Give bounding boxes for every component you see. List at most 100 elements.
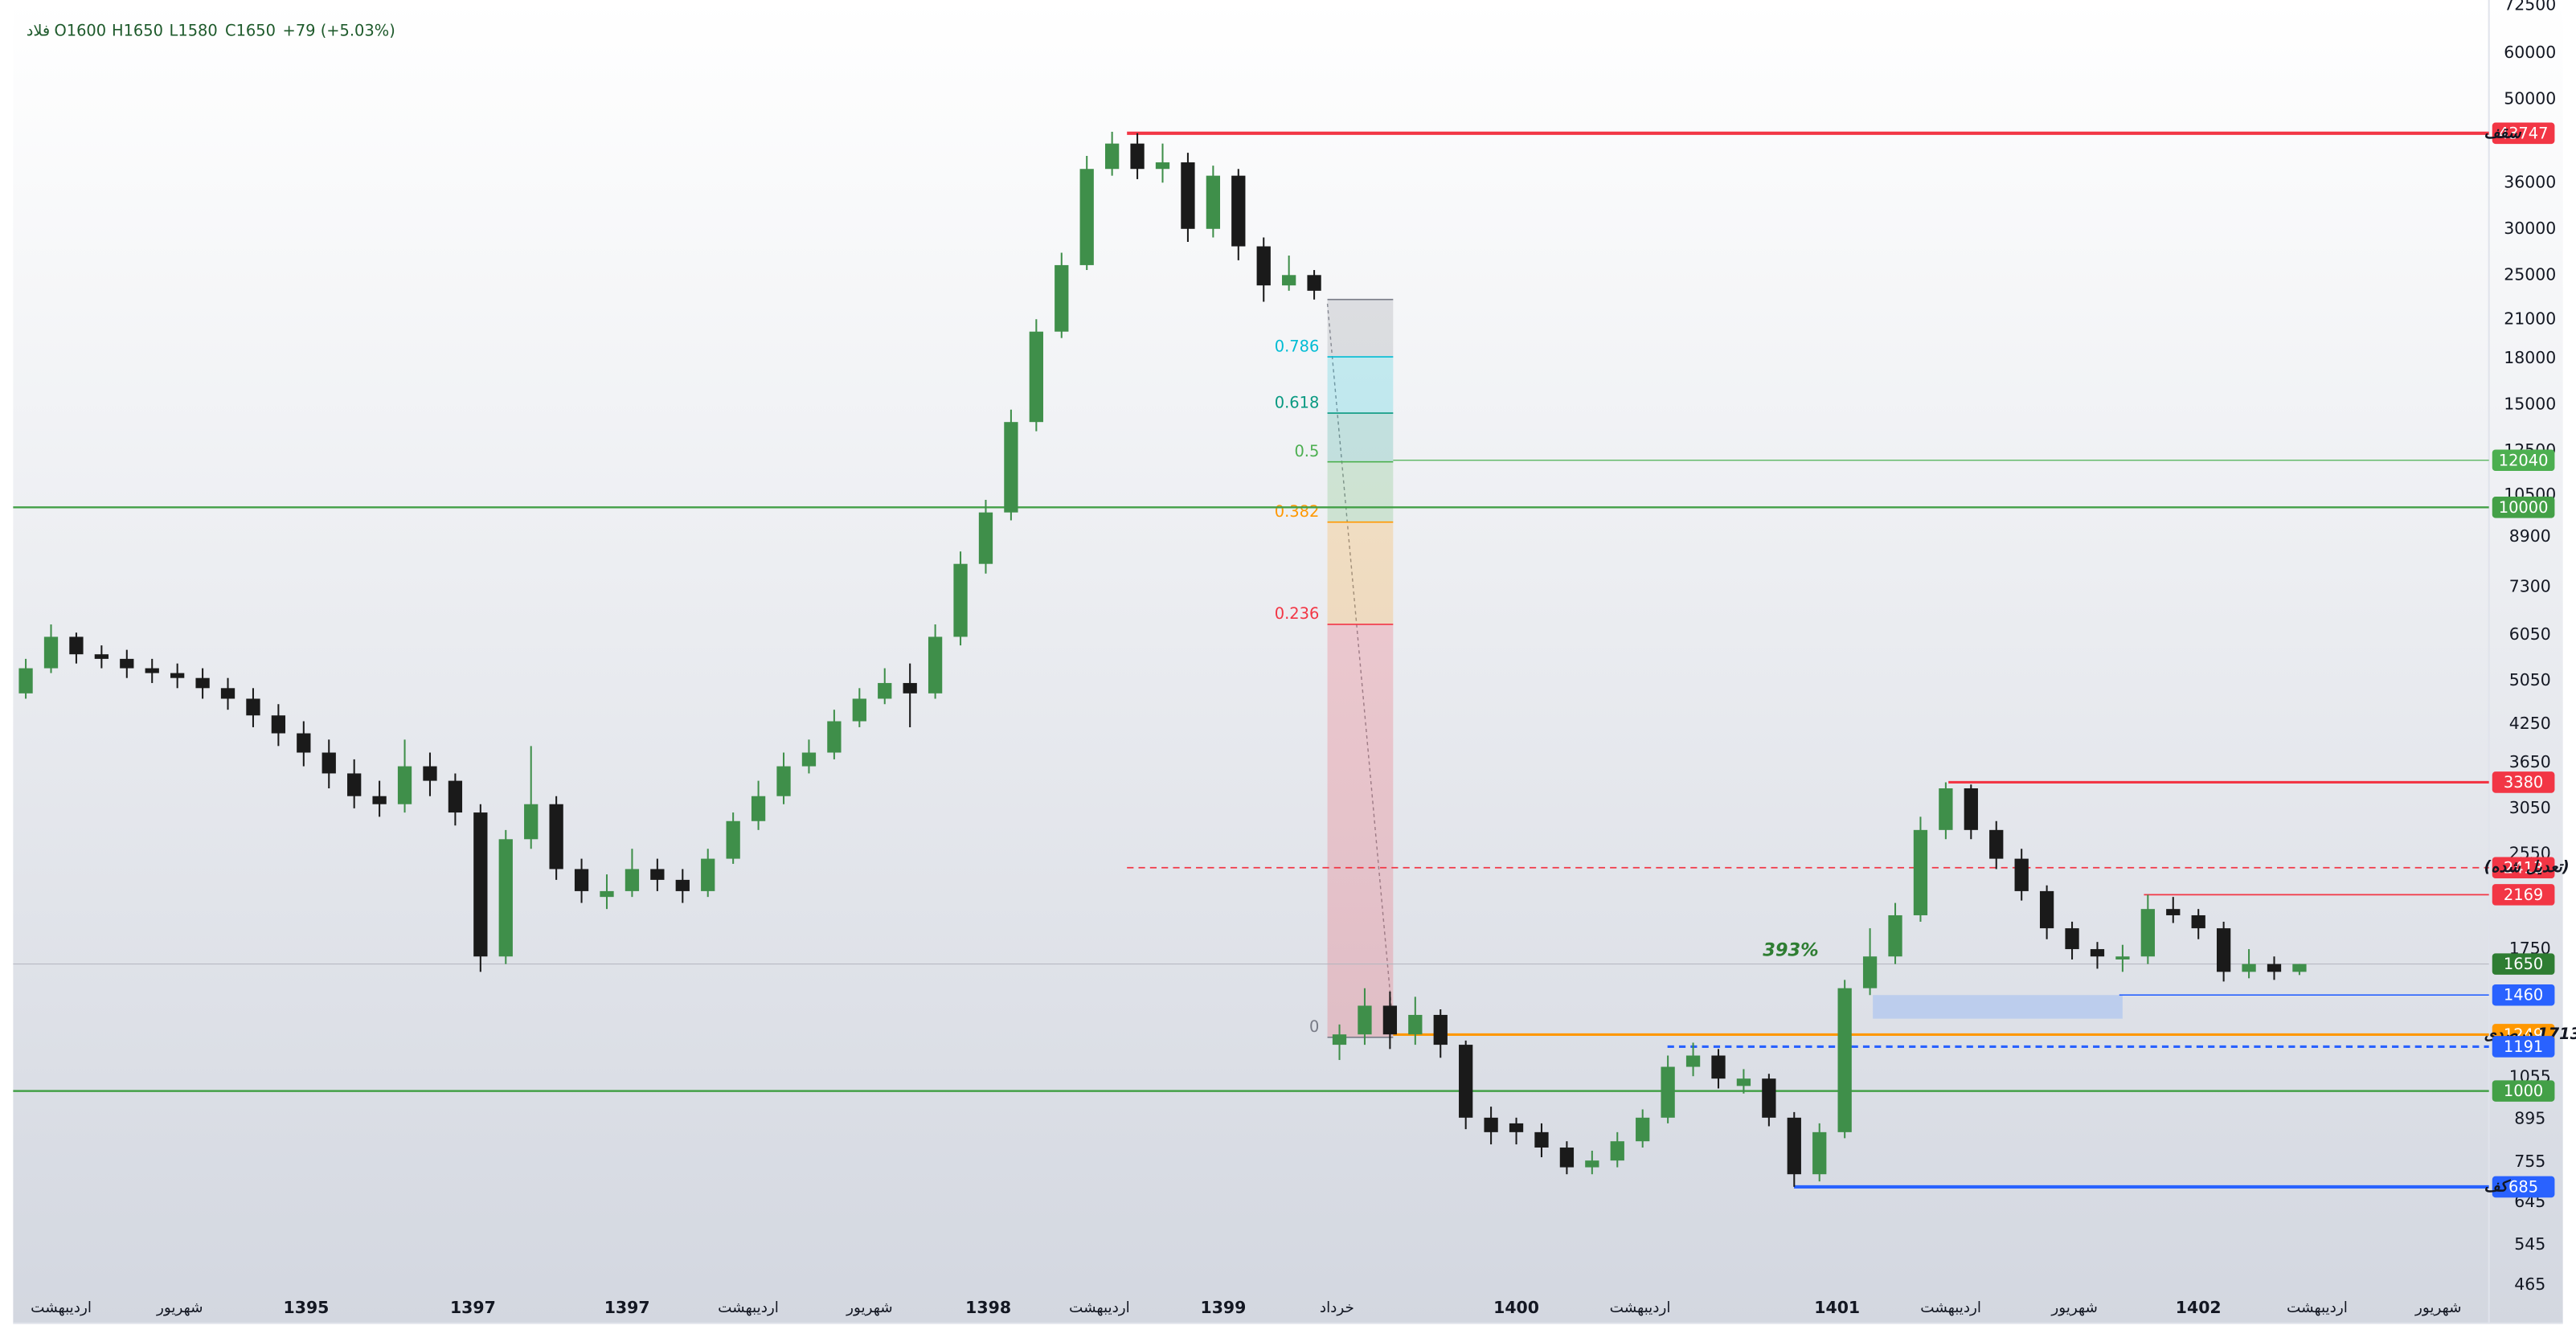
candle-body <box>69 636 84 655</box>
level-name: سقف <box>2484 123 2522 141</box>
x-tick-label: 1402 <box>2176 1298 2222 1317</box>
x-tick-label: شهریور <box>2050 1299 2098 1316</box>
candle-body <box>1029 331 1043 423</box>
y-tick-label: 36000 <box>2504 172 2556 191</box>
level-name: کف <box>2484 1176 2512 1195</box>
candle-body <box>827 721 842 753</box>
candle-body <box>1408 1014 1423 1035</box>
candle-body <box>170 673 185 678</box>
level-label: 3380 <box>2504 773 2543 792</box>
candle-body <box>498 839 513 957</box>
fib-band <box>1327 413 1394 462</box>
trend-line <box>1326 303 1394 1026</box>
level-label: 1460 <box>2504 986 2543 1005</box>
symbol: فلاد <box>27 21 51 39</box>
candle-body <box>2292 964 2307 972</box>
fib-label: 0 <box>1309 1017 1319 1036</box>
level-label: 12040 <box>2499 451 2549 469</box>
fib-band <box>1327 357 1394 414</box>
candle-body <box>625 869 640 891</box>
x-tick-label: اردیبهشت <box>2287 1299 2348 1316</box>
y-tick-label: 60000 <box>2504 43 2556 62</box>
candle-body <box>1130 143 1145 170</box>
level-label-box <box>2492 497 2555 518</box>
candle-body <box>2115 956 2130 960</box>
level-label-box <box>2492 984 2555 1006</box>
candle-body <box>1104 143 1120 170</box>
y-tick-label: 30000 <box>2504 219 2556 238</box>
candle-body <box>1762 1078 1776 1118</box>
level-label-box <box>2492 449 2555 472</box>
level-label: 2169 <box>2504 886 2543 904</box>
x-tick-label: اردیبهشت <box>1069 1299 1130 1316</box>
level-label: 685 <box>2508 1177 2538 1196</box>
candle-body <box>1787 1117 1801 1175</box>
candle-body <box>1736 1078 1751 1086</box>
x-tick-label: اردیبهشت <box>718 1299 779 1316</box>
candle-body <box>1711 1055 1726 1079</box>
candle-body <box>1888 915 1902 957</box>
candle-body <box>1282 275 1296 286</box>
x-tick-label: خرداد <box>1320 1299 1354 1316</box>
ohlc-low: L1580 <box>170 21 218 39</box>
candle-body <box>1231 175 1246 247</box>
candle-body <box>1055 264 1069 332</box>
x-tick-label: 1400 <box>1493 1298 1539 1317</box>
candle-body <box>120 658 134 669</box>
level-label: 1650 <box>2504 955 2543 973</box>
y-tick-label: 1750 <box>2509 939 2551 958</box>
candle-body <box>2014 858 2029 891</box>
candle-body <box>2242 964 2256 972</box>
y-tick-label: 21000 <box>2504 309 2556 328</box>
y-tick-label: 465 <box>2514 1275 2545 1294</box>
candle-body <box>1332 1034 1347 1045</box>
candle-body <box>801 752 817 767</box>
fib-label: 0.5 <box>1294 442 1319 460</box>
y-tick-label: 18000 <box>2504 348 2556 367</box>
candle-body <box>43 636 59 669</box>
x-tick-label: اردیبهشت <box>31 1299 92 1316</box>
candle-body <box>1913 829 1928 915</box>
x-tick-label: شهریور <box>2414 1299 2462 1316</box>
x-tick-label: 1401 <box>1814 1298 1860 1317</box>
candle-body <box>903 682 917 694</box>
candle-body <box>675 879 690 891</box>
level-label-box <box>2492 1036 2555 1058</box>
y-tick-label: 545 <box>2514 1234 2545 1254</box>
candle-body <box>94 654 109 659</box>
y-tick-label: 4250 <box>2509 714 2551 733</box>
y-tick-label: 6050 <box>2509 624 2551 644</box>
x-tick-label: اردیبهشت <box>1920 1299 1981 1316</box>
y-tick-label: 3650 <box>2509 752 2551 771</box>
candle-body <box>423 766 437 781</box>
candle-body <box>1964 788 1978 830</box>
candle-body <box>1636 1117 1650 1142</box>
level-label-box <box>2492 1080 2555 1102</box>
candle-body <box>2267 964 2282 972</box>
x-tick-label: شهریور <box>846 1299 893 1316</box>
fib-label: 0.618 <box>1275 393 1320 411</box>
change: +79 (+5.03%) <box>283 21 395 39</box>
candle-body <box>1484 1117 1498 1132</box>
level-label-box <box>2492 884 2555 906</box>
y-tick-label: 5050 <box>2509 670 2551 689</box>
annotation: 393% <box>1763 939 1818 960</box>
x-tick-label: اردیبهشت <box>1610 1299 1671 1316</box>
y-tick-label: 755 <box>2514 1152 2545 1171</box>
candle-body <box>1862 956 1878 988</box>
candle-body <box>246 698 260 716</box>
candle-body <box>978 512 993 564</box>
candle-body <box>2140 909 2155 957</box>
y-tick-label: 3050 <box>2509 798 2551 817</box>
candle-body <box>1534 1131 1549 1148</box>
candle-body <box>1256 246 1271 286</box>
level-name: سقف مرداد۹۹ (تعدیل شده) <box>2484 857 2576 877</box>
candle-body <box>321 752 336 774</box>
y-tick-label: 895 <box>2514 1109 2545 1128</box>
fib-band <box>1327 299 1394 358</box>
candle-body <box>1181 162 1195 229</box>
candle-body <box>726 820 740 859</box>
candle-body <box>195 677 210 689</box>
candle-body <box>751 796 766 821</box>
